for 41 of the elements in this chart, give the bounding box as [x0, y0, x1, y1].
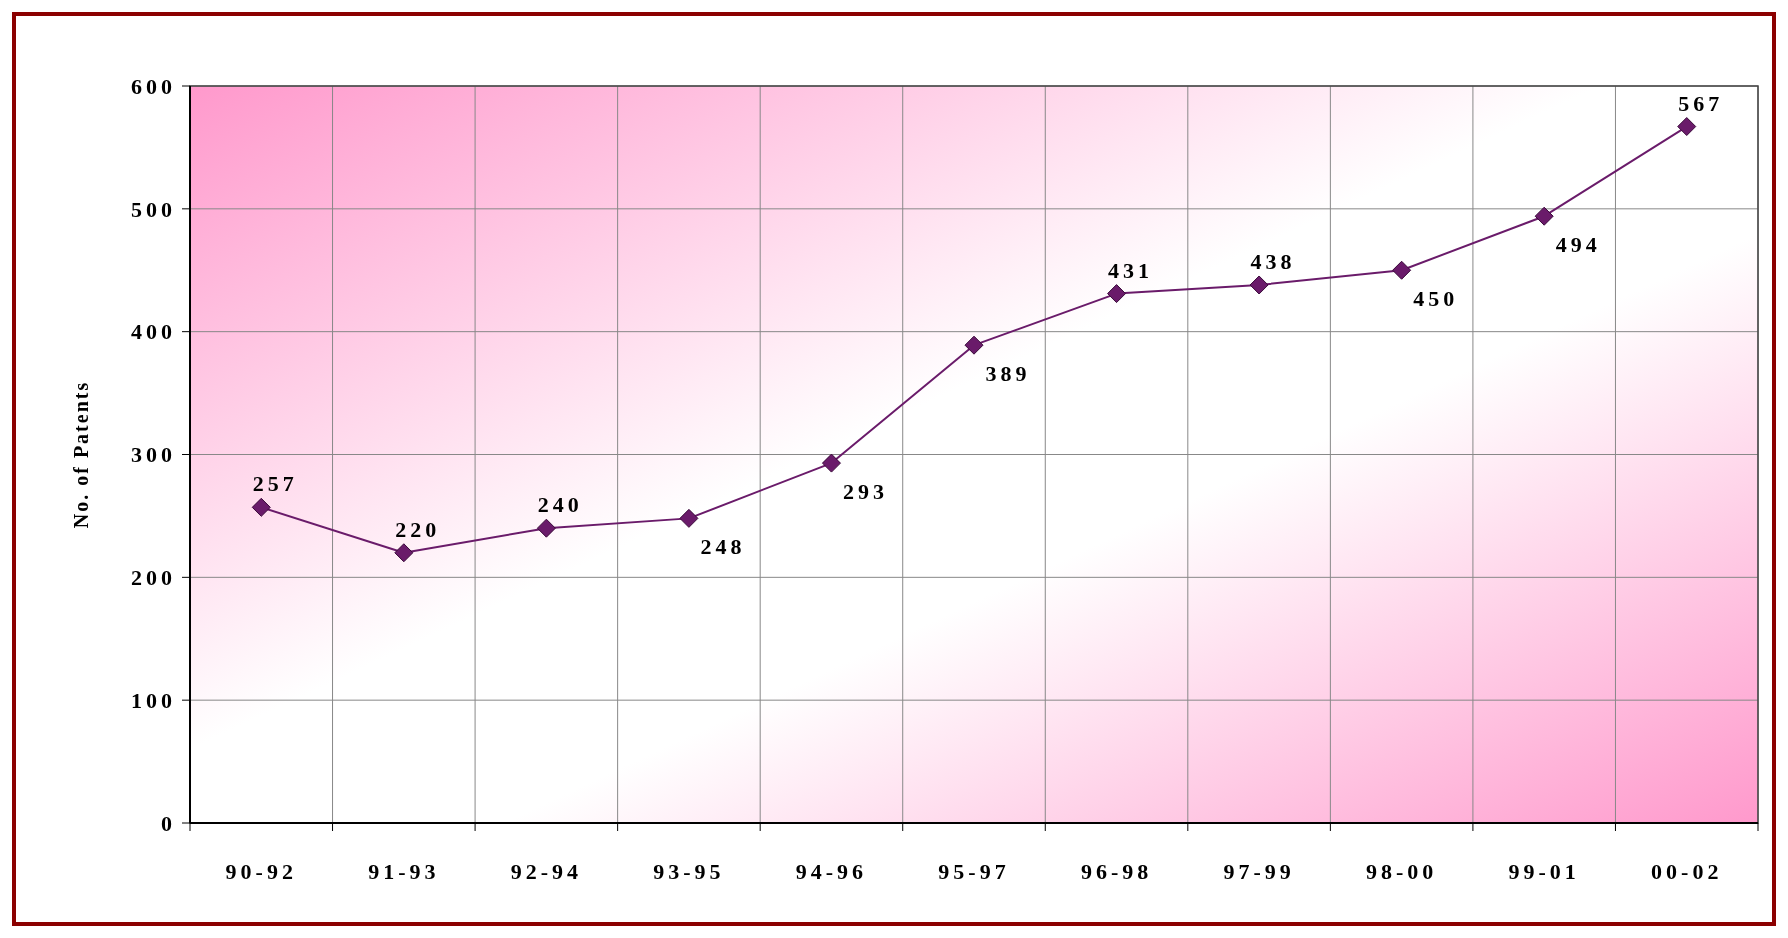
x-tick-label: 00-02: [1651, 859, 1723, 884]
point: [394, 543, 414, 563]
y-tick-label: 100: [131, 687, 176, 713]
x-tick-label: 97-99: [1223, 859, 1295, 884]
y-axis-title: No. of Patents: [70, 380, 92, 529]
data-label: 293: [842, 479, 888, 505]
x-tick-label: 99-01: [1508, 859, 1580, 884]
point: [964, 335, 984, 355]
data-label: 567: [1678, 90, 1724, 116]
x-tick-label: 93-95: [653, 859, 725, 884]
x-tick-label: 92-94: [510, 859, 583, 884]
data-label: 431: [1108, 257, 1154, 283]
data-label: 240: [537, 492, 583, 518]
data-label: 220: [395, 516, 441, 542]
data-label: 494: [1555, 232, 1601, 258]
point: [1534, 206, 1554, 226]
data-label: 389: [985, 361, 1031, 387]
y-tick-label: 200: [131, 565, 176, 591]
point: [251, 497, 271, 517]
data-label: 438: [1250, 248, 1296, 274]
point: [1107, 284, 1127, 304]
point: [1392, 260, 1412, 280]
data-label: 450: [1413, 286, 1459, 312]
y-tick-label: 500: [131, 196, 176, 222]
point: [679, 508, 699, 528]
x-tick-label: 94-96: [795, 859, 868, 884]
y-tick-label: 400: [131, 319, 176, 345]
point: [1249, 275, 1269, 295]
data-label: 248: [700, 534, 746, 560]
y-tick-label: 600: [131, 73, 176, 99]
point: [821, 453, 841, 473]
data-label: 257: [252, 471, 298, 497]
x-tick-label: 95-97: [938, 859, 1010, 884]
y-tick-label: 0: [161, 810, 176, 836]
x-tick-label: 98-00: [1365, 859, 1438, 884]
point: [1677, 117, 1697, 137]
x-tick-label: 96-98: [1080, 859, 1153, 884]
point: [536, 518, 556, 538]
y-tick-label: 300: [131, 442, 176, 468]
x-tick-label: 91-93: [368, 859, 440, 884]
x-tick-label: 90-92: [225, 859, 297, 884]
